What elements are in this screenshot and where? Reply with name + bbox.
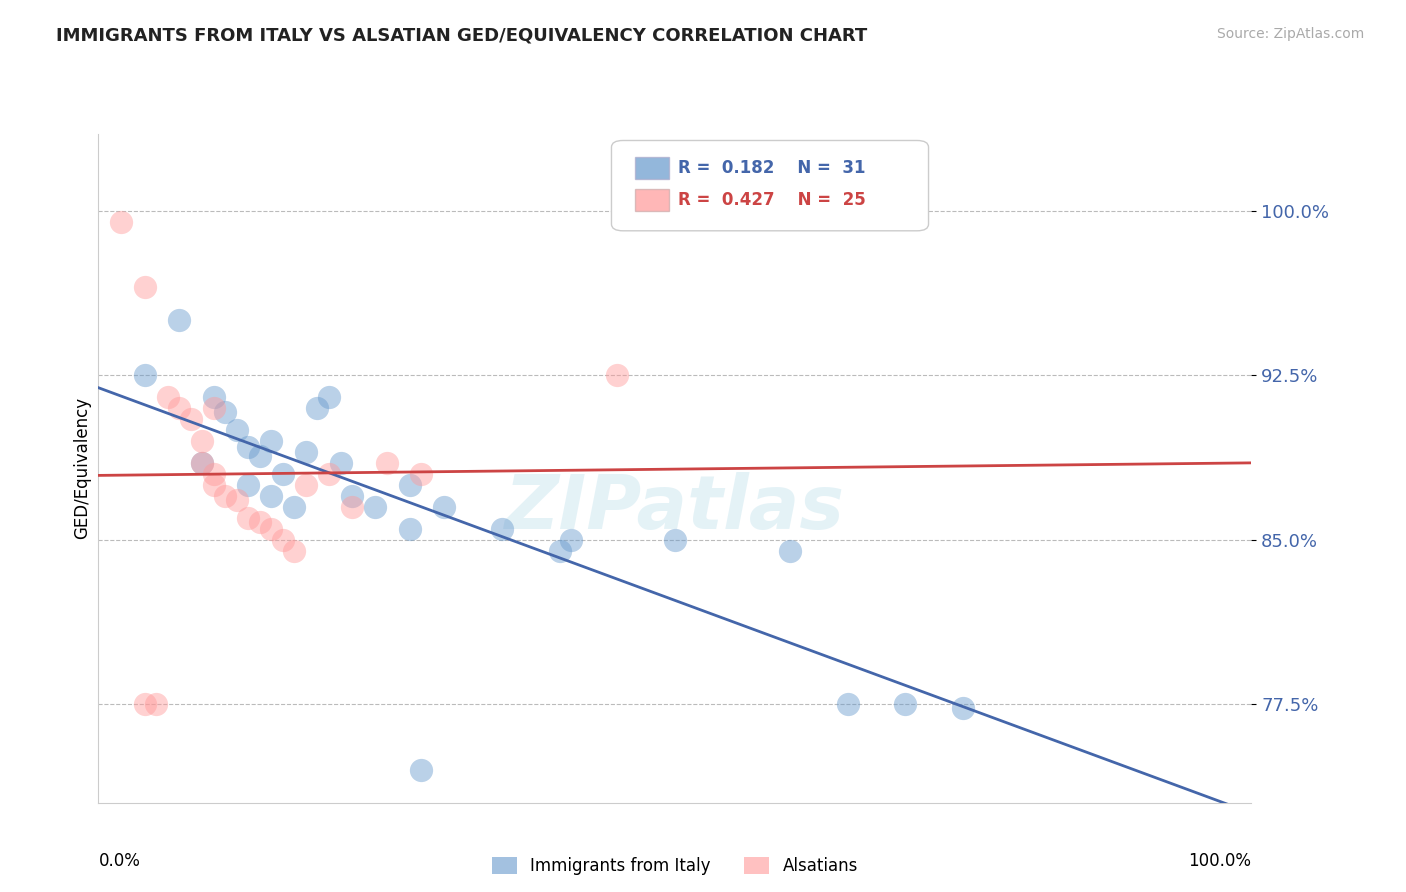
Point: [283, 500, 305, 514]
Point: [134, 280, 156, 294]
Point: [156, 390, 179, 404]
Bar: [634, 189, 669, 211]
Point: [340, 489, 363, 503]
Point: [779, 543, 801, 558]
Point: [202, 401, 225, 415]
Point: [271, 467, 294, 481]
Point: [260, 489, 283, 503]
Point: [411, 467, 433, 481]
Point: [433, 500, 456, 514]
Point: [318, 390, 340, 404]
Point: [271, 533, 294, 547]
Point: [260, 522, 283, 536]
Point: [283, 543, 305, 558]
Point: [238, 510, 260, 524]
Bar: [634, 157, 669, 178]
Point: [398, 522, 420, 536]
Point: [894, 697, 917, 711]
Point: [307, 401, 329, 415]
Point: [202, 467, 225, 481]
Point: [191, 434, 214, 448]
Point: [238, 441, 260, 455]
Point: [411, 763, 433, 777]
Point: [180, 412, 202, 426]
Point: [548, 543, 571, 558]
Point: [318, 467, 340, 481]
Point: [167, 313, 190, 327]
Point: [560, 533, 582, 547]
Point: [167, 401, 190, 415]
Point: [606, 368, 628, 382]
Y-axis label: GED/Equivalency: GED/Equivalency: [73, 397, 91, 540]
Point: [837, 697, 859, 711]
Point: [364, 500, 387, 514]
Point: [340, 500, 363, 514]
Point: [952, 701, 974, 715]
Point: [329, 456, 352, 470]
Point: [191, 456, 214, 470]
Point: [664, 533, 686, 547]
Point: [202, 390, 225, 404]
Point: [295, 445, 318, 459]
Point: [134, 697, 156, 711]
Text: ZIPatlas: ZIPatlas: [505, 472, 845, 545]
Point: [214, 405, 236, 419]
Point: [225, 493, 247, 508]
Point: [260, 434, 283, 448]
Point: [398, 477, 420, 491]
Point: [214, 489, 236, 503]
Text: R =  0.182    N =  31: R = 0.182 N = 31: [678, 159, 866, 177]
Point: [249, 449, 271, 463]
FancyBboxPatch shape: [612, 141, 928, 231]
Text: 100.0%: 100.0%: [1188, 852, 1251, 870]
Point: [295, 477, 318, 491]
Point: [110, 214, 132, 228]
Point: [225, 423, 247, 437]
Point: [375, 456, 398, 470]
Point: [249, 515, 271, 529]
Point: [191, 456, 214, 470]
Point: [491, 522, 513, 536]
Point: [238, 477, 260, 491]
Text: Source: ZipAtlas.com: Source: ZipAtlas.com: [1216, 27, 1364, 41]
Text: 0.0%: 0.0%: [98, 852, 141, 870]
Legend: Immigrants from Italy, Alsatians: Immigrants from Italy, Alsatians: [485, 850, 865, 881]
Text: R =  0.427    N =  25: R = 0.427 N = 25: [678, 191, 866, 209]
Text: IMMIGRANTS FROM ITALY VS ALSATIAN GED/EQUIVALENCY CORRELATION CHART: IMMIGRANTS FROM ITALY VS ALSATIAN GED/EQ…: [56, 27, 868, 45]
Point: [202, 477, 225, 491]
Point: [145, 697, 167, 711]
Point: [134, 368, 156, 382]
